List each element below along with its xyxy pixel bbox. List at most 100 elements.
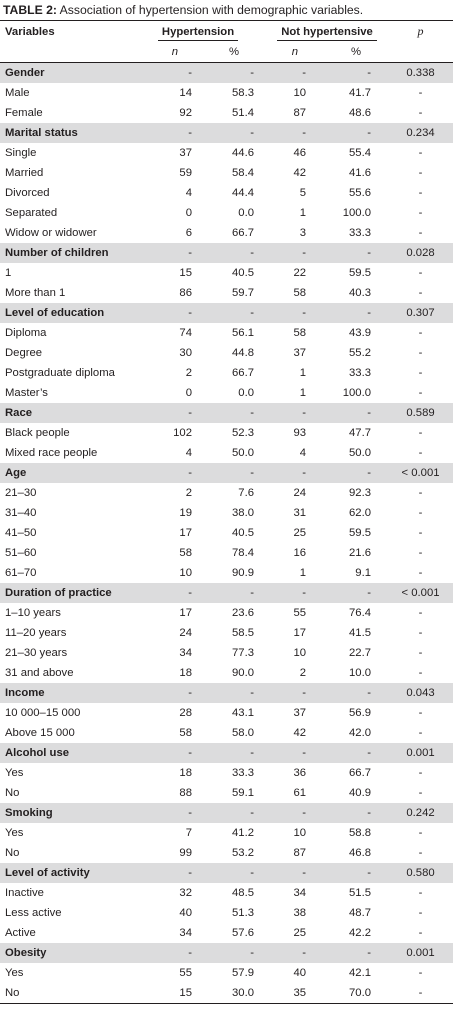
table-row: 51–60 58 78.4 16 21.6 - (0, 543, 453, 563)
cell-hypertension-n: 4 (185, 447, 192, 459)
table-row: Above 15 000 58 58.0 42 42.0 - (0, 723, 453, 743)
cell-p-value: - (418, 187, 423, 199)
cell-hypertension-n: 92 (179, 107, 192, 119)
cell-p-value: - (418, 167, 423, 179)
cell-p-value: - (418, 847, 423, 859)
cell-p-value: - (418, 927, 423, 939)
cell-hypertension-n: 102 (173, 427, 192, 439)
cell-hypertension-percent: 57.6 (232, 927, 255, 939)
cell-hypertension-n: 34 (179, 647, 192, 659)
row-label: 51–60 (5, 547, 37, 559)
cell-p-value: 0.307 (388, 303, 453, 323)
cell-p-value: 0.580 (388, 863, 453, 883)
cell-p-value: < 0.001 (388, 583, 453, 603)
cell-not-hypertensive-percent: - (324, 243, 389, 263)
cell-not-hypertensive-percent: 41.7 (349, 87, 372, 99)
cell-p-value: 0.234 (388, 123, 453, 143)
cell-hypertension-n: 15 (130, 983, 200, 1004)
cell-hypertension-n: 4 (185, 187, 192, 199)
cell-not-hypertensive-n: 31 (293, 507, 307, 519)
cell-p-value: < 0.001 (388, 463, 453, 483)
cell-p-value: - (418, 87, 423, 99)
cell-p-value: - (418, 627, 423, 639)
cell-not-hypertensive-percent: 48.7 (349, 907, 372, 919)
row-label: Yes (5, 827, 24, 839)
table-row: Divorced 4 44.4 5 55.6 - (0, 183, 453, 203)
row-label: Active (5, 927, 36, 939)
cell-not-hypertensive-n: 4 (299, 447, 307, 459)
table-group-row: Race - - - -0.589 (0, 403, 453, 423)
table-row: Mixed race people 4 50.0 4 50.0 - (0, 443, 453, 463)
cell-hypertension-percent: 90.9 (232, 567, 255, 579)
cell-p-value: - (418, 547, 423, 559)
cell-p-value: - (418, 327, 423, 339)
cell-not-hypertensive-percent: 41.6 (349, 167, 372, 179)
cell-not-hypertensive-percent: 33.3 (349, 367, 372, 379)
row-label: Number of children (0, 243, 130, 263)
cell-hypertension-percent: - (200, 62, 267, 83)
cell-hypertension-n: 37 (179, 147, 192, 159)
cell-not-hypertensive-percent: 70.0 (324, 983, 389, 1004)
cell-p-value: - (418, 227, 423, 239)
cell-p-value: - (418, 347, 423, 359)
row-label: Widow or widower (5, 227, 97, 239)
cell-not-hypertensive-percent: - (324, 683, 389, 703)
table-row: 1 15 40.5 22 59.5 - (0, 263, 453, 283)
cell-p-value: - (418, 567, 423, 579)
cell-hypertension-percent: - (200, 863, 267, 883)
table-caption-text: Association of hypertension with demogra… (56, 3, 364, 17)
cell-not-hypertensive-n: 55 (293, 607, 307, 619)
cell-hypertension-percent: - (200, 403, 267, 423)
cell-p-value: 0.001 (388, 943, 453, 963)
table-group-row: Level of education - - - -0.307 (0, 303, 453, 323)
row-label: Age (0, 463, 130, 483)
cell-hypertension-percent: - (200, 943, 267, 963)
cell-not-hypertensive-n: 35 (266, 983, 325, 1004)
table-row: 1–10 years 17 23.6 55 76.4 - (0, 603, 453, 623)
cell-not-hypertensive-n: 58 (293, 327, 307, 339)
cell-p-value: - (388, 983, 453, 1004)
cell-not-hypertensive-percent: - (324, 403, 389, 423)
cell-hypertension-n: 18 (179, 767, 192, 779)
cell-hypertension-n: 30 (179, 347, 192, 359)
cell-p-value: - (418, 827, 423, 839)
cell-not-hypertensive-n: 1 (299, 567, 307, 579)
cell-hypertension-n: 34 (179, 927, 192, 939)
row-label: 21–30 (5, 487, 37, 499)
cell-hypertension-percent: 43.1 (232, 707, 255, 719)
cell-p-value: - (418, 447, 423, 459)
cell-hypertension-percent: 58.4 (232, 167, 255, 179)
cell-not-hypertensive-n: - (266, 583, 325, 603)
table-row: Married 59 58.4 42 41.6 - (0, 163, 453, 183)
cell-not-hypertensive-n: - (266, 943, 325, 963)
cell-not-hypertensive-n: 10 (293, 647, 307, 659)
cell-not-hypertensive-percent: - (324, 943, 389, 963)
cell-hypertension-n: 28 (179, 707, 192, 719)
subheader-row: n % n % (0, 43, 453, 63)
row-label: Separated (5, 207, 58, 219)
row-label: No (5, 787, 20, 799)
row-label: No (5, 847, 20, 859)
cell-hypertension-percent: 59.1 (232, 787, 255, 799)
table-row: No 15 30.0 35 70.0- (0, 983, 453, 1004)
cell-p-value: - (418, 387, 423, 399)
cell-not-hypertensive-percent: 50.0 (349, 447, 372, 459)
cell-hypertension-percent: 66.7 (232, 367, 255, 379)
cell-not-hypertensive-n: - (266, 743, 325, 763)
cell-not-hypertensive-n: - (266, 123, 325, 143)
cell-p-value: 0.043 (388, 683, 453, 703)
table-caption: TABLE 2: Association of hypertension wit… (0, 0, 453, 20)
cell-not-hypertensive-percent: 59.5 (349, 267, 372, 279)
cell-not-hypertensive-percent: 59.5 (349, 527, 372, 539)
cell-p-value: - (418, 787, 423, 799)
cell-not-hypertensive-n: 25 (293, 527, 307, 539)
cell-not-hypertensive-n: 22 (293, 267, 307, 279)
cell-hypertension-n: 10 (179, 567, 192, 579)
cell-not-hypertensive-n: 61 (293, 787, 307, 799)
cell-hypertension-percent: 40.5 (232, 527, 255, 539)
cell-not-hypertensive-n: - (266, 463, 325, 483)
cell-not-hypertensive-percent: 100.0 (342, 387, 372, 399)
cell-hypertension-percent: 78.4 (232, 547, 255, 559)
cell-hypertension-percent: 57.9 (232, 967, 255, 979)
header-hypertension-label: Hypertension (157, 25, 239, 41)
